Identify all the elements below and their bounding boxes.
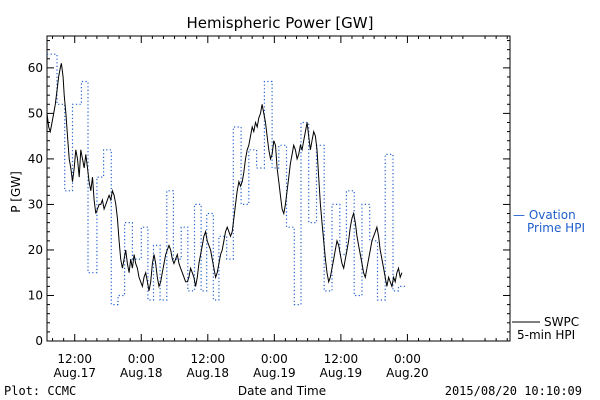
- legend-swpc-line2: 5-min HPI: [517, 328, 575, 342]
- x-tick-time: 12:00: [57, 352, 92, 366]
- x-axis-label: Date and Time: [238, 384, 326, 398]
- chart-title: Hemispheric Power [GW]: [187, 14, 374, 32]
- x-tick-time: 0:00: [394, 352, 421, 366]
- x-tick-time: 12:00: [324, 352, 359, 366]
- y-tick-label: 10: [28, 288, 43, 302]
- x-tick-date: Aug.18: [120, 366, 163, 380]
- legend-ovation-line1: — Ovation: [513, 208, 576, 222]
- series-line-swpc: [46, 63, 403, 291]
- x-tick-date: Aug.19: [320, 366, 363, 380]
- series-line-ovation-prime: [47, 53, 407, 306]
- legend-ovation-line2: Prime HPI: [527, 221, 585, 235]
- x-tick-date: Aug.18: [187, 366, 230, 380]
- plot-frame: [46, 35, 511, 342]
- y-tick-label: 50: [28, 106, 43, 120]
- y-tick-label: 60: [28, 61, 43, 75]
- y-tick-label: 30: [28, 197, 43, 211]
- x-tick-time: 0:00: [261, 352, 288, 366]
- y-tick-label: 40: [28, 152, 43, 166]
- y-axis-label: P [GW]: [9, 171, 23, 213]
- y-tick-label: 0: [35, 334, 43, 348]
- x-tick-date: Aug.17: [53, 366, 96, 380]
- x-tick-time: 12:00: [191, 352, 226, 366]
- legend-swpc-line1: SWPC: [544, 315, 579, 329]
- y-tick-label: 20: [28, 243, 43, 257]
- x-tick-date: Aug.19: [253, 366, 296, 380]
- x-tick-date: Aug.20: [386, 366, 429, 380]
- timestamp: 2015/08/20 10:10:09: [445, 384, 582, 398]
- axes-layer: 010203040506012:00Aug.170:00Aug.1812:00A…: [28, 36, 510, 380]
- x-tick-time: 0:00: [128, 352, 155, 366]
- plot-credit: Plot: CCMC: [4, 384, 76, 398]
- series-layer: [46, 53, 407, 306]
